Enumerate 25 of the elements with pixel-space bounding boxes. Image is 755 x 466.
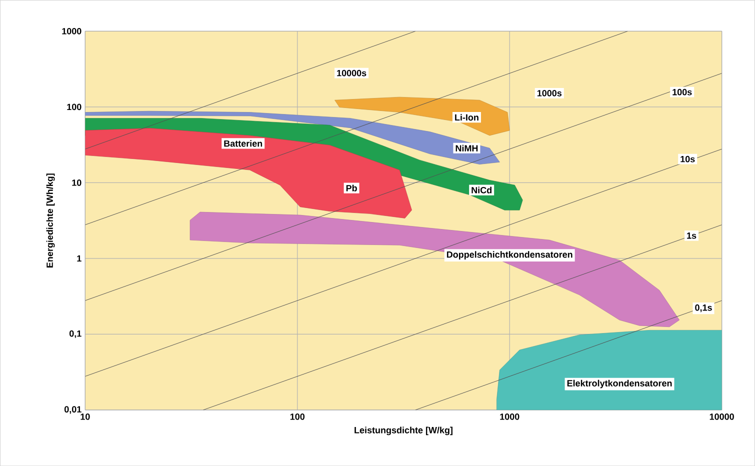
y-tick-label: 100 [67,104,82,110]
y-tick-label: 1 [77,255,82,262]
annotation: 10s [680,156,695,162]
y-tick-label: 10 [72,179,82,186]
series-label: Elektrolytkondensatoren [567,380,672,388]
series-label: Doppelschichtkondensatoren [446,251,572,260]
x-tick-label: 1000 [500,413,520,420]
y-tick-label: 0,01 [64,406,82,414]
annotation: 10000s [337,70,366,76]
series-label: Pb [346,184,357,192]
x-tick-label: 10000 [710,413,734,420]
series-label: Li-Ion [455,114,478,121]
series-label: NiCd [472,186,492,194]
annotation: 100s [672,88,692,96]
annotation: 1000s [537,90,562,96]
series-label: NiMH [456,144,478,152]
y-tick-label: 1000 [62,28,82,34]
x-axis-title: Leistungsdichte [W/kg] [354,426,452,436]
x-tick-label: 100 [290,413,305,420]
y-axis-title: Energiedichte [Wh/kg] [46,174,55,268]
annotation: Batterien [224,140,262,147]
y-tick-label: 0,1 [69,330,82,338]
x-tick-label: 10 [80,413,90,420]
annotation: 1s [687,232,696,239]
annotation: 0,1s [695,304,712,312]
